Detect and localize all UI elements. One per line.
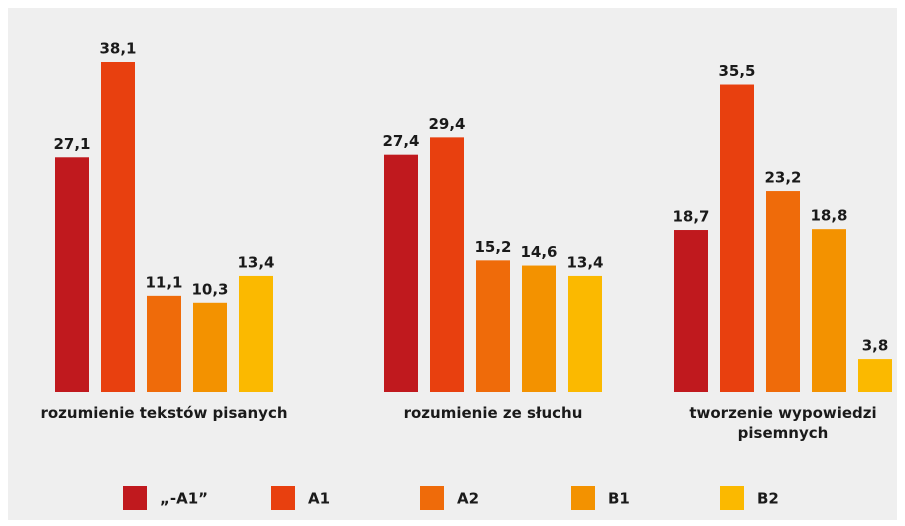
value-label: 18,8: [810, 207, 847, 225]
legend-swatch: [271, 486, 295, 510]
value-label: 11,1: [145, 273, 182, 291]
bar: [766, 191, 800, 392]
value-label: 27,4: [382, 132, 419, 150]
bar: [55, 157, 89, 392]
value-label: 27,1: [53, 135, 90, 153]
bar: [720, 84, 754, 392]
bar: [674, 230, 708, 392]
legend-label: B1: [608, 490, 630, 508]
legend-swatch: [720, 486, 744, 510]
legend-swatch: [123, 486, 147, 510]
legend-label: A1: [308, 490, 330, 508]
category-label: tworzenie wypowiedzi pisemnych: [689, 404, 877, 442]
bar: [476, 260, 510, 392]
value-label: 13,4: [237, 253, 274, 271]
legend-swatch: [571, 486, 595, 510]
legend-swatch: [420, 486, 444, 510]
bar: [812, 229, 846, 392]
legend-label: A2: [457, 490, 479, 508]
value-label: 23,2: [764, 169, 801, 187]
bar: [430, 137, 464, 392]
bar: [101, 62, 135, 392]
category-label: rozumienie ze słuchu: [403, 404, 583, 422]
bar: [147, 295, 181, 392]
value-label: 10,3: [191, 280, 228, 298]
value-label: 15,2: [474, 238, 511, 256]
legend-label: „-A1”: [160, 490, 208, 508]
legend-label: B2: [757, 490, 779, 508]
value-label: 29,4: [428, 115, 465, 133]
bar: [384, 154, 418, 392]
category-label: rozumienie tekstów pisanych: [40, 404, 288, 422]
value-label: 3,8: [862, 337, 889, 355]
bar: [522, 265, 556, 392]
bar: [568, 275, 602, 392]
value-label: 18,7: [672, 208, 709, 226]
value-label: 14,6: [520, 243, 557, 261]
value-label: 35,5: [718, 62, 755, 80]
bar: [193, 302, 227, 392]
value-label: 38,1: [99, 40, 136, 58]
bar: [858, 359, 892, 392]
bar: [239, 275, 273, 392]
value-label: 13,4: [566, 253, 603, 271]
